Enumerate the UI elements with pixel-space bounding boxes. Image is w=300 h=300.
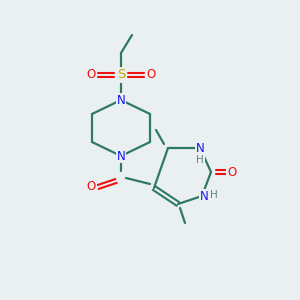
Text: N: N (196, 142, 204, 154)
Text: O: O (146, 68, 156, 82)
Text: N: N (117, 94, 125, 106)
Text: O: O (227, 166, 237, 178)
Text: O: O (86, 181, 96, 194)
Text: N: N (200, 190, 208, 202)
Text: H: H (210, 190, 218, 200)
Text: N: N (117, 149, 125, 163)
Text: H: H (196, 155, 204, 165)
Text: S: S (117, 68, 125, 82)
Text: O: O (86, 68, 96, 82)
